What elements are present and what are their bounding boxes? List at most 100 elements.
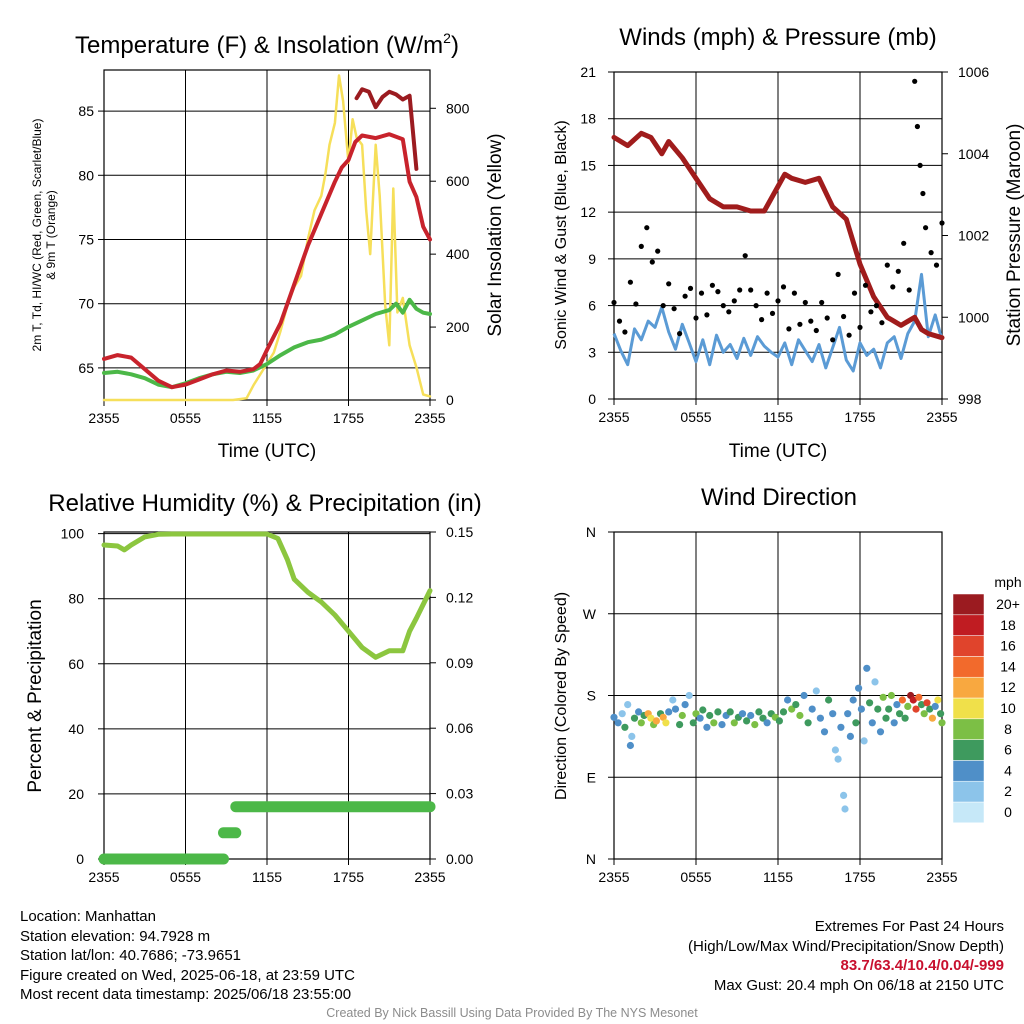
temp-series-3 [102, 74, 432, 402]
dir-point [671, 705, 680, 713]
wind-gust-point [819, 299, 825, 306]
wind-gust-point [824, 315, 830, 321]
dir-point [876, 728, 885, 736]
wind-gust-point [914, 123, 921, 130]
dir-point [759, 714, 767, 722]
rh-ytick-label-1: 20 [68, 786, 84, 802]
dir-point [696, 714, 704, 722]
dir-point [937, 710, 945, 718]
temp-xlabel: Time (UTC) [218, 441, 317, 462]
legend-swatch-3 [952, 739, 985, 761]
dir-point [689, 719, 697, 727]
wind-series-sonic [612, 272, 944, 373]
recent-timestamp: Most recent data timestamp: 2025/06/18 2… [20, 986, 352, 1003]
dir-point [678, 711, 686, 720]
dir-point [792, 701, 800, 709]
wind-ytick-label-7: 21 [580, 64, 596, 80]
wind-y2tick-label-2: 1002 [958, 228, 989, 244]
station-info: Location: Manhattan Station elevation: 9… [20, 907, 355, 1005]
wind-gust-point [917, 162, 923, 168]
dir-point [857, 705, 866, 713]
dir-point [747, 711, 755, 720]
rh-series-humidity [101, 531, 433, 660]
legend-swatch-10 [952, 593, 985, 616]
wind-ylabel: Sonic Wind & Gust (Blue, Black) [553, 120, 570, 349]
rh-ytick-label-4: 80 [68, 591, 84, 607]
wind-gust-point [627, 279, 634, 285]
dir-point [923, 699, 931, 707]
dir-point [926, 705, 934, 713]
temp-xtick-label-0: 2355 [88, 410, 119, 426]
temp-ytick-label-2: 75 [78, 231, 94, 247]
dir-point [665, 708, 673, 716]
wind-gust-point [928, 250, 934, 256]
legend-label-9: 18 [1000, 617, 1016, 633]
wind-gust-point [933, 262, 940, 268]
dir-point [652, 717, 661, 725]
wind-gust-point [753, 303, 759, 309]
dir-point [706, 711, 714, 720]
legend-label-6: 12 [1000, 679, 1016, 695]
legend-swatch-5 [952, 697, 985, 720]
rh-ytick-label-5: 100 [61, 526, 85, 542]
dir-point [829, 710, 837, 718]
legend-swatch-0 [952, 801, 985, 824]
temp-title-sup: 2 [443, 30, 451, 46]
wind-ytick-label-2: 6 [588, 298, 596, 314]
dir-point [751, 721, 759, 729]
dir-point [871, 678, 879, 686]
legend-swatch-1 [952, 780, 985, 803]
dir-point [890, 719, 898, 727]
dir-point [800, 691, 808, 700]
speed-legend: mph 0 2 4 6 8 10 12 14 16 18 20+ [952, 574, 1022, 824]
wind-gust-point [742, 253, 748, 259]
wind-y2tick-label-1: 1000 [958, 309, 989, 325]
wind-gust-point [622, 329, 628, 335]
extremes-values: 83.7/63.4/10.4/0.04/-999 [840, 957, 1004, 974]
wind-pressure-chart: 2355 0555 1155 1755 235503691215182199810001… [553, 24, 1024, 462]
dir-point [931, 702, 939, 711]
wind-gust-point [709, 282, 716, 288]
wind-gust-point [862, 282, 869, 288]
dir-point [920, 710, 928, 718]
dir-point [934, 696, 942, 704]
rh-y2tick-label-4: 0.12 [446, 589, 473, 605]
rh-y2tick-label-3: 0.09 [446, 655, 473, 671]
dir-point [626, 741, 635, 750]
humidity-precipitation-chart: 2355 0555 1155 1755 23550204060801000.000.03… [25, 490, 482, 885]
wind-gust-point [830, 337, 836, 343]
wind-ytick-label-3: 9 [588, 251, 596, 267]
dir-point [882, 714, 890, 722]
dir-point [669, 696, 677, 704]
wind-gust-point [791, 290, 798, 296]
dir-point [647, 714, 655, 722]
wind-chart-title: Winds (mph) & Pressure (mb) [619, 24, 936, 51]
temp-y2tick-label-0: 0 [446, 392, 454, 408]
dir-point [624, 701, 632, 709]
rh-chart-title: Relative Humidity (%) & Precipitation (i… [48, 490, 481, 517]
dir-point [841, 805, 849, 813]
rh-xtick-label-0: 2355 [88, 869, 119, 885]
dir-xtick-label-4: 2355 [926, 869, 957, 885]
dir-point [874, 705, 882, 713]
wind-xtick-label-0: 2355 [598, 409, 629, 425]
wind-gust-point [890, 284, 896, 290]
wind-gust-point [644, 225, 650, 231]
wind-y2tick-label-4: 1006 [958, 64, 989, 80]
dir-point [662, 719, 670, 727]
dir-point [896, 710, 904, 718]
legend-label-3: 6 [1004, 742, 1012, 758]
dir-point [825, 696, 833, 704]
wind-gust-point [906, 287, 912, 293]
legend-swatch-4 [952, 718, 985, 740]
dir-point [743, 717, 751, 725]
dir-point [681, 701, 689, 709]
wind-gust-point [797, 321, 803, 327]
wind-gust-point [912, 78, 918, 84]
temp-title-main: Temperature (F) & Insolation (W/m [75, 32, 443, 59]
rh-y2tick-label-1: 0.03 [446, 786, 473, 802]
dir-point [893, 701, 901, 709]
dir-point [868, 719, 876, 727]
rh-y2tick-label-0: 0.00 [446, 851, 473, 867]
